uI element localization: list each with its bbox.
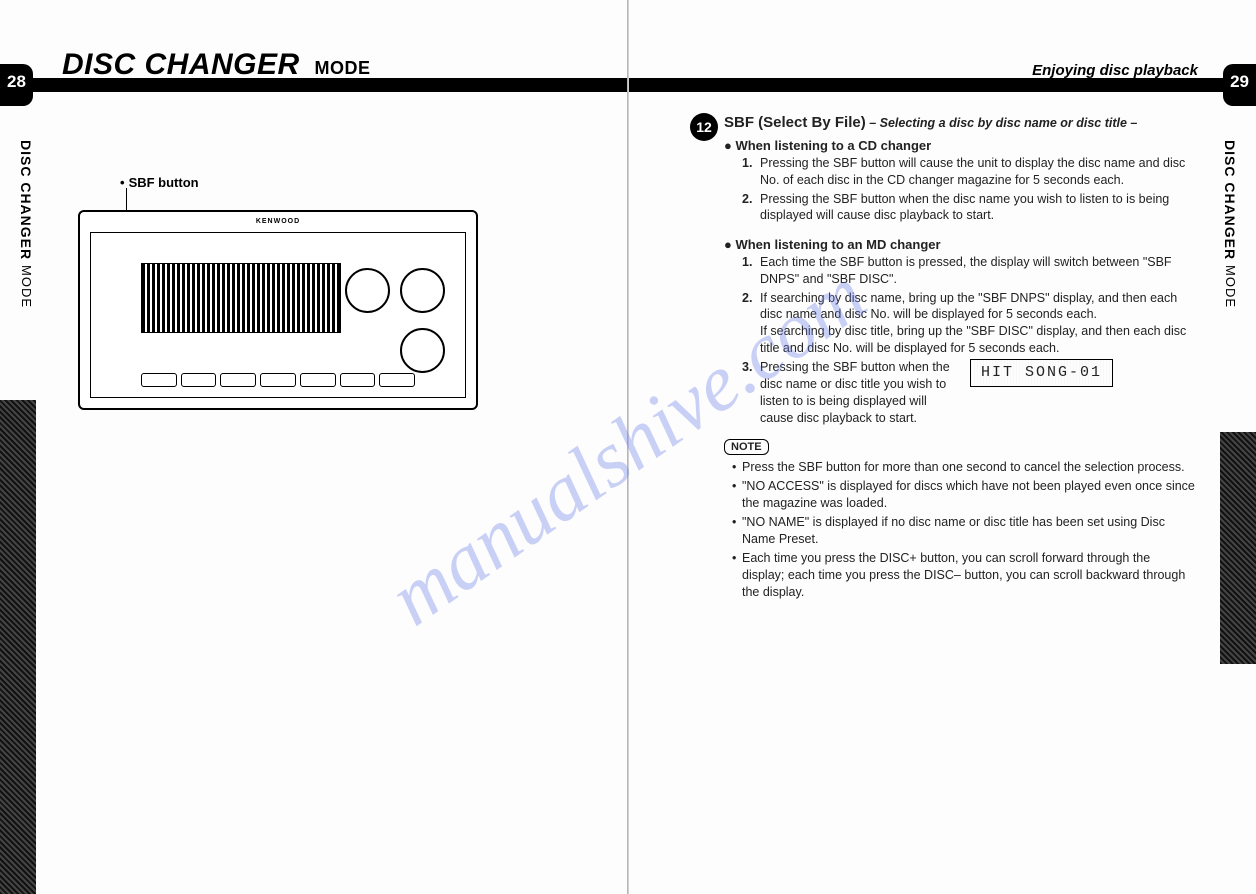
radio-button-icon bbox=[379, 373, 415, 387]
header-title-sub: MODE bbox=[315, 58, 371, 78]
page-edge-texture bbox=[0, 400, 36, 894]
radio-inner-frame bbox=[90, 232, 466, 398]
cd-step-2: 2. Pressing the SBF button when the disc… bbox=[742, 191, 1196, 225]
page-number-right: 29 bbox=[1223, 64, 1256, 106]
sbf-button-callout: SBF button bbox=[120, 175, 199, 190]
radio-knob-icon bbox=[400, 328, 445, 373]
note-item: Press the SBF button for more than one s… bbox=[732, 459, 1196, 476]
radio-brand-label: KENWOOD bbox=[256, 218, 300, 225]
note-item: Each time you press the DISC+ button, yo… bbox=[732, 550, 1196, 601]
side-tab-right: DISC CHANGER MODE bbox=[1222, 140, 1238, 308]
content-body: 12 SBF (Select By File) – Selecting a di… bbox=[690, 113, 1196, 602]
note-list: Press the SBF button for more than one s… bbox=[724, 459, 1196, 600]
page-left: 28 DISC CHANGER MODE DISC CHANGER MODE S… bbox=[0, 0, 628, 894]
note-item: "NO ACCESS" is displayed for discs which… bbox=[732, 478, 1196, 512]
page-edge-texture bbox=[1220, 432, 1256, 664]
radio-knob-icon bbox=[400, 268, 445, 313]
header-subtitle-right: Enjoying disc playback bbox=[1032, 62, 1198, 79]
header-title-main: DISC CHANGER bbox=[62, 48, 300, 81]
page-right: 29 Enjoying disc playback DISC CHANGER M… bbox=[628, 0, 1256, 894]
page-number-left: 28 bbox=[0, 64, 33, 106]
radio-button-icon bbox=[300, 373, 336, 387]
md-step-3: 3. Pressing the SBF button when the disc… bbox=[742, 359, 1196, 427]
radio-button-icon bbox=[340, 373, 376, 387]
radio-button-icon bbox=[220, 373, 256, 387]
lcd-display-example: HIT SONG-01 bbox=[970, 359, 1113, 387]
book-spine bbox=[627, 0, 629, 894]
md-step-1: 1. Each time the SBF button is pressed, … bbox=[742, 254, 1196, 288]
cd-step-1: 1. Pressing the SBF button will cause th… bbox=[742, 155, 1196, 189]
radio-button-icon bbox=[260, 373, 296, 387]
radio-button-row bbox=[141, 373, 415, 387]
note-item: "NO NAME" is displayed if no disc name o… bbox=[732, 514, 1196, 548]
radio-equalizer-display bbox=[141, 263, 341, 333]
radio-button-icon bbox=[141, 373, 177, 387]
sbf-subtitle: – Selecting a disc by disc name or disc … bbox=[869, 116, 1137, 130]
cd-heading: When listening to a CD changer bbox=[724, 137, 1196, 155]
note-label: NOTE bbox=[724, 439, 769, 456]
car-stereo-diagram: KENWOOD bbox=[78, 210, 478, 410]
header-title: DISC CHANGER MODE bbox=[62, 48, 371, 82]
md-step-2: 2. If searching by disc name, bring up t… bbox=[742, 290, 1196, 358]
radio-knob-icon bbox=[345, 268, 390, 313]
sbf-title: SBF (Select By File) bbox=[724, 114, 866, 131]
md-heading: When listening to an MD changer bbox=[724, 236, 1196, 254]
step-badge-icon: 12 bbox=[690, 113, 718, 141]
radio-button-icon bbox=[181, 373, 217, 387]
side-tab-left: DISC CHANGER MODE bbox=[18, 140, 34, 308]
